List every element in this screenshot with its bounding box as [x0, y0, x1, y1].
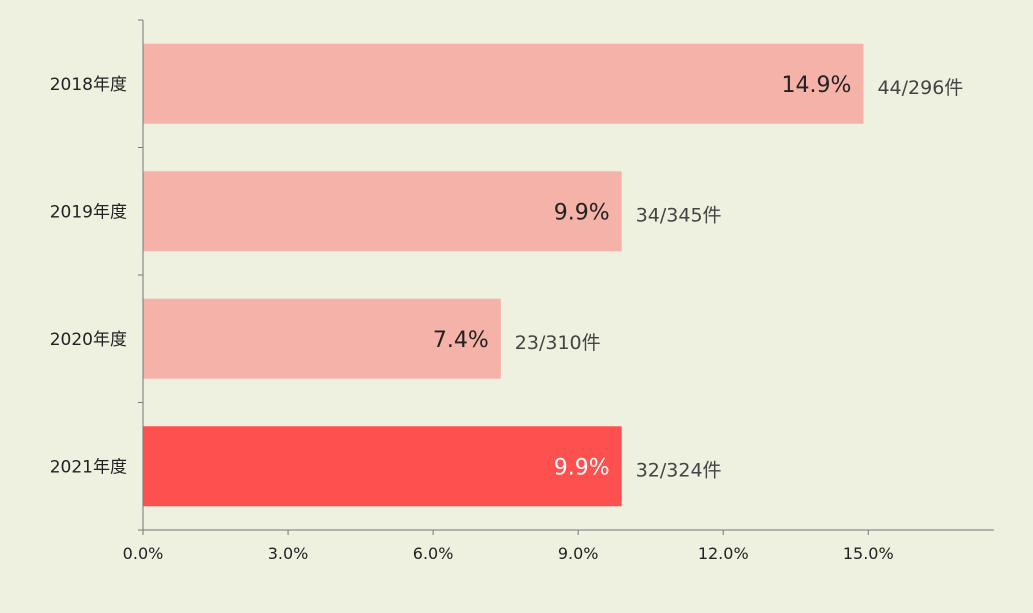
bar	[143, 171, 622, 252]
bar	[143, 426, 622, 507]
bar	[143, 298, 501, 379]
count-label: 34/345件	[636, 204, 722, 226]
value-label: 14.9%	[782, 73, 852, 98]
bar	[143, 43, 864, 124]
count-label: 44/296件	[877, 77, 963, 99]
category-label: 2021年度	[50, 457, 127, 477]
x-tick-label: 9.0%	[558, 544, 599, 563]
x-tick-label: 0.0%	[123, 544, 164, 563]
value-label: 7.4%	[433, 328, 489, 353]
category-label: 2018年度	[50, 75, 127, 95]
x-tick-label: 12.0%	[698, 544, 749, 563]
x-tick-label: 3.0%	[268, 544, 309, 563]
x-tick-label: 15.0%	[843, 544, 894, 563]
x-tick-label: 6.0%	[413, 544, 454, 563]
value-label: 9.9%	[554, 200, 610, 225]
count-label: 23/310件	[515, 332, 601, 354]
count-label: 32/324件	[636, 459, 722, 481]
category-label: 2019年度	[50, 202, 127, 222]
value-label: 9.9%	[554, 455, 610, 480]
category-label: 2020年度	[50, 330, 127, 350]
